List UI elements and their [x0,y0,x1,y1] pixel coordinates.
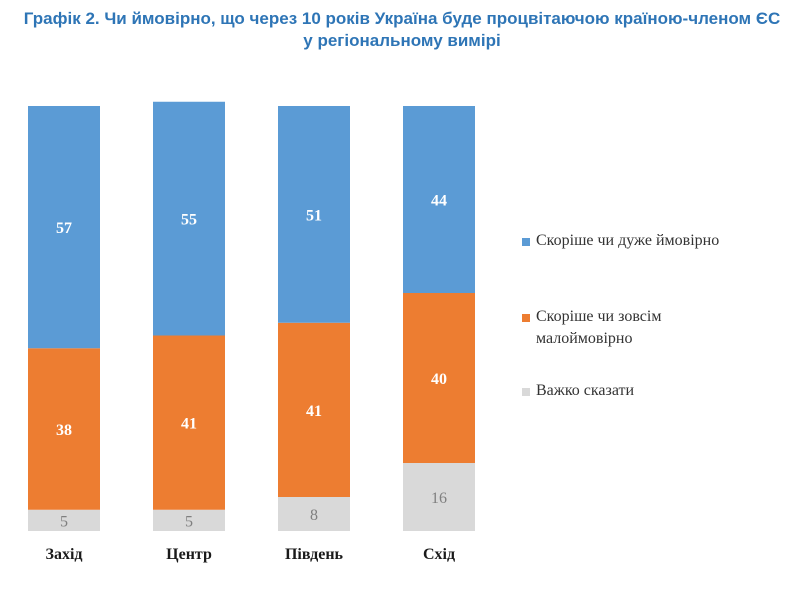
legend-item-hard-to-say: Важко сказати [522,380,634,402]
legend-label-unlikely-line-1: Скоріше чи зовсім [536,308,662,325]
legend-item-unlikely: Скоріше чи зовсім малоймовірно [522,306,661,350]
bar-likely-3 [403,106,475,293]
legend-swatch-likely [522,238,530,246]
legend-label-unlikely: Скоріше чи зовсім малоймовірно [536,306,661,350]
data-label-likely-3: 44 [431,193,447,210]
data-label-hard-to-say-2: 8 [310,507,318,524]
chart-title-line-2: у регіональному вимірі [303,31,501,50]
bar-unlikely-3 [403,293,475,463]
legend-swatch-unlikely [522,314,530,322]
bar-hard-to-say-1 [153,509,225,531]
bar-hard-to-say-3 [403,463,475,531]
category-label-1: Центр [166,546,212,563]
category-label-2: Південь [285,546,344,563]
bar-unlikely-0 [28,348,100,510]
data-label-likely-2: 51 [306,207,322,224]
chart-title: Графік 2. Чи ймовірно, що через 10 років… [0,8,804,52]
category-label-0: Захід [46,546,83,563]
legend-label-likely: Скоріше чи дуже ймовірно [536,232,720,249]
legend-item-likely: Скоріше чи дуже ймовірно [522,230,719,252]
data-label-hard-to-say-3: 16 [431,490,447,507]
data-label-unlikely-0: 38 [56,422,72,439]
bar-likely-1 [153,101,225,336]
bar-hard-to-say-2 [278,497,350,531]
data-label-unlikely-3: 40 [431,371,447,388]
bar-hard-to-say-0 [28,509,100,531]
bar-unlikely-1 [153,335,225,510]
data-label-hard-to-say-1: 5 [185,513,193,530]
chart-title-line-1: Графік 2. Чи ймовірно, що через 10 років… [23,9,781,28]
data-label-unlikely-2: 41 [306,403,322,420]
bar-likely-0 [28,106,100,349]
data-label-likely-0: 57 [56,220,72,237]
data-label-likely-1: 55 [181,212,197,229]
category-label-3: Схід [423,546,455,563]
bar-unlikely-2 [278,322,350,497]
data-label-hard-to-say-0: 5 [60,513,68,530]
legend-swatch-hard-to-say [522,388,530,396]
legend-label-unlikely-line-2: малоймовірно [536,330,633,347]
bar-likely-2 [278,106,350,323]
legend-label-hard-to-say: Важко сказати [536,382,635,399]
data-label-unlikely-1: 41 [181,416,197,433]
